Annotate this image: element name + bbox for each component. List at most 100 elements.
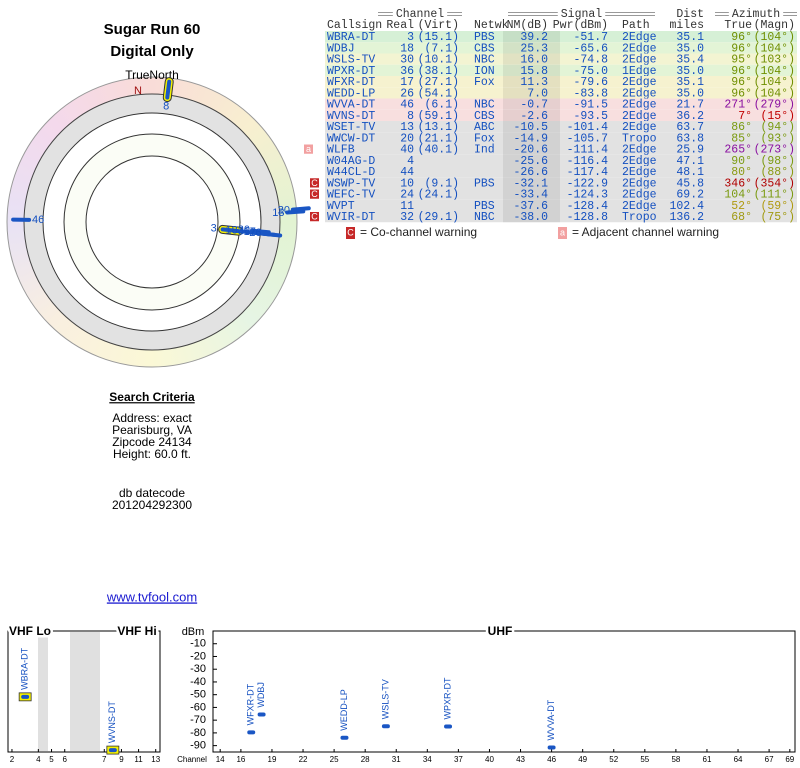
cell: -117.4: [567, 166, 609, 179]
cell: (13.1): [418, 121, 459, 134]
cell: -51.7: [573, 31, 608, 44]
cell: WVIR-DT: [327, 211, 375, 224]
cell: 265°: [724, 144, 752, 157]
cell: 20: [400, 132, 414, 145]
cell: 13: [400, 121, 414, 134]
cell: 25.9: [676, 144, 704, 157]
cell: 68°: [731, 211, 752, 224]
cell: -79.6: [573, 76, 608, 89]
cell: 45.8: [676, 177, 704, 190]
x-tick-label: 2: [10, 755, 15, 764]
nm-shade: [503, 143, 560, 155]
column-header: True: [724, 19, 752, 32]
cell: 35.0: [676, 65, 704, 78]
warning-badge: [310, 189, 319, 199]
x-tick-label: 49: [578, 755, 587, 764]
warning-letter: C: [311, 189, 318, 199]
cell: 11.3: [520, 76, 548, 89]
nm-shade: [503, 31, 560, 43]
cell: WSWP-TV: [327, 177, 375, 190]
cell: (279°): [754, 99, 795, 112]
cell: (59.1): [418, 110, 459, 123]
y-tick-label: -30: [190, 663, 206, 675]
cell: (88°): [760, 166, 795, 179]
cell: NBC: [474, 54, 495, 67]
table-row: [325, 154, 797, 166]
cell: -33.4: [513, 189, 548, 202]
search-line: Height: 60.0 ft.: [113, 447, 191, 461]
title: Sugar Run 60: [104, 21, 201, 38]
cell: 39.2: [520, 31, 548, 44]
cell: (9.1): [424, 177, 459, 190]
cell: W04AG-D: [327, 155, 375, 168]
station-label: WDBJ: [256, 682, 266, 708]
cell: 24: [400, 189, 414, 202]
cell: 96°: [731, 42, 752, 55]
table-row: [325, 87, 797, 99]
cell: 2Edge: [622, 76, 657, 89]
marker-label: 46: [32, 214, 44, 226]
cell: Fox: [474, 132, 495, 145]
table-row: [325, 132, 797, 144]
cell: PBS: [474, 177, 495, 190]
cell: (21.1): [418, 132, 459, 145]
cell: 63.8: [676, 132, 704, 145]
cell: ABC: [474, 121, 495, 134]
legend-text: = Adjacent channel warning: [572, 225, 719, 239]
marker-label: 20: [278, 204, 290, 216]
signal-mark: [340, 735, 349, 740]
cell: 35.1: [676, 76, 704, 89]
cell: ION: [474, 65, 495, 78]
cell: -14.9: [513, 132, 548, 145]
ring: [85, 155, 219, 289]
table-row: [325, 42, 797, 54]
nm-shade: [503, 87, 560, 99]
column-header: (Magn): [754, 19, 795, 32]
polar-marker: [290, 206, 311, 212]
column-header: Netwk: [474, 19, 509, 32]
polar-marker: [165, 79, 172, 100]
vhf-box: [7, 630, 161, 753]
cell: 90°: [731, 155, 752, 168]
uhf-box: [212, 630, 796, 753]
cell: 96°: [731, 31, 752, 44]
cell: -32.1: [513, 177, 548, 190]
cell: Tropo: [622, 132, 657, 145]
column-header: miles: [669, 19, 704, 32]
cell: 7°: [738, 110, 752, 123]
x-tick-label: 52: [609, 755, 618, 764]
nm-shade: [503, 188, 560, 200]
marker-label: 30: [238, 224, 250, 236]
column-header: NM(dB): [507, 19, 548, 32]
cell: 8: [407, 110, 414, 123]
cell: WSLS-TV: [327, 54, 375, 67]
cell: -93.5: [573, 110, 608, 123]
table-row: [325, 211, 797, 223]
cell: (40.1): [418, 144, 459, 157]
site-link[interactable]: www.tvfool.com: [106, 589, 197, 604]
signal-mark: [247, 730, 256, 735]
cell: 15.8: [520, 65, 548, 78]
cell: 10: [400, 177, 414, 190]
cell: 2Edge: [622, 177, 657, 190]
marker-label: 3: [211, 222, 217, 234]
cell: W44CL-D: [327, 166, 375, 179]
cell: 136.2: [669, 211, 704, 224]
polar-marker: [262, 231, 283, 238]
cell: (10.1): [418, 54, 459, 67]
nm-shade: [503, 211, 560, 223]
cell: -2.6: [520, 110, 548, 123]
band-gap: [70, 632, 100, 751]
cell: 2Edge: [622, 87, 657, 100]
cell: WBRA-DT: [327, 31, 375, 44]
cell: (103°): [754, 54, 795, 67]
cell: (94°): [760, 121, 795, 134]
cell: 35.1: [676, 31, 704, 44]
cell: 80°: [731, 166, 752, 179]
x-axis-label: Channel: [177, 755, 207, 764]
cell: CBS: [474, 110, 495, 123]
cell: 85°: [731, 132, 752, 145]
cell: WVPT: [327, 200, 355, 213]
y-tick-label: -90: [190, 740, 206, 752]
cell: 2Edge: [622, 200, 657, 213]
